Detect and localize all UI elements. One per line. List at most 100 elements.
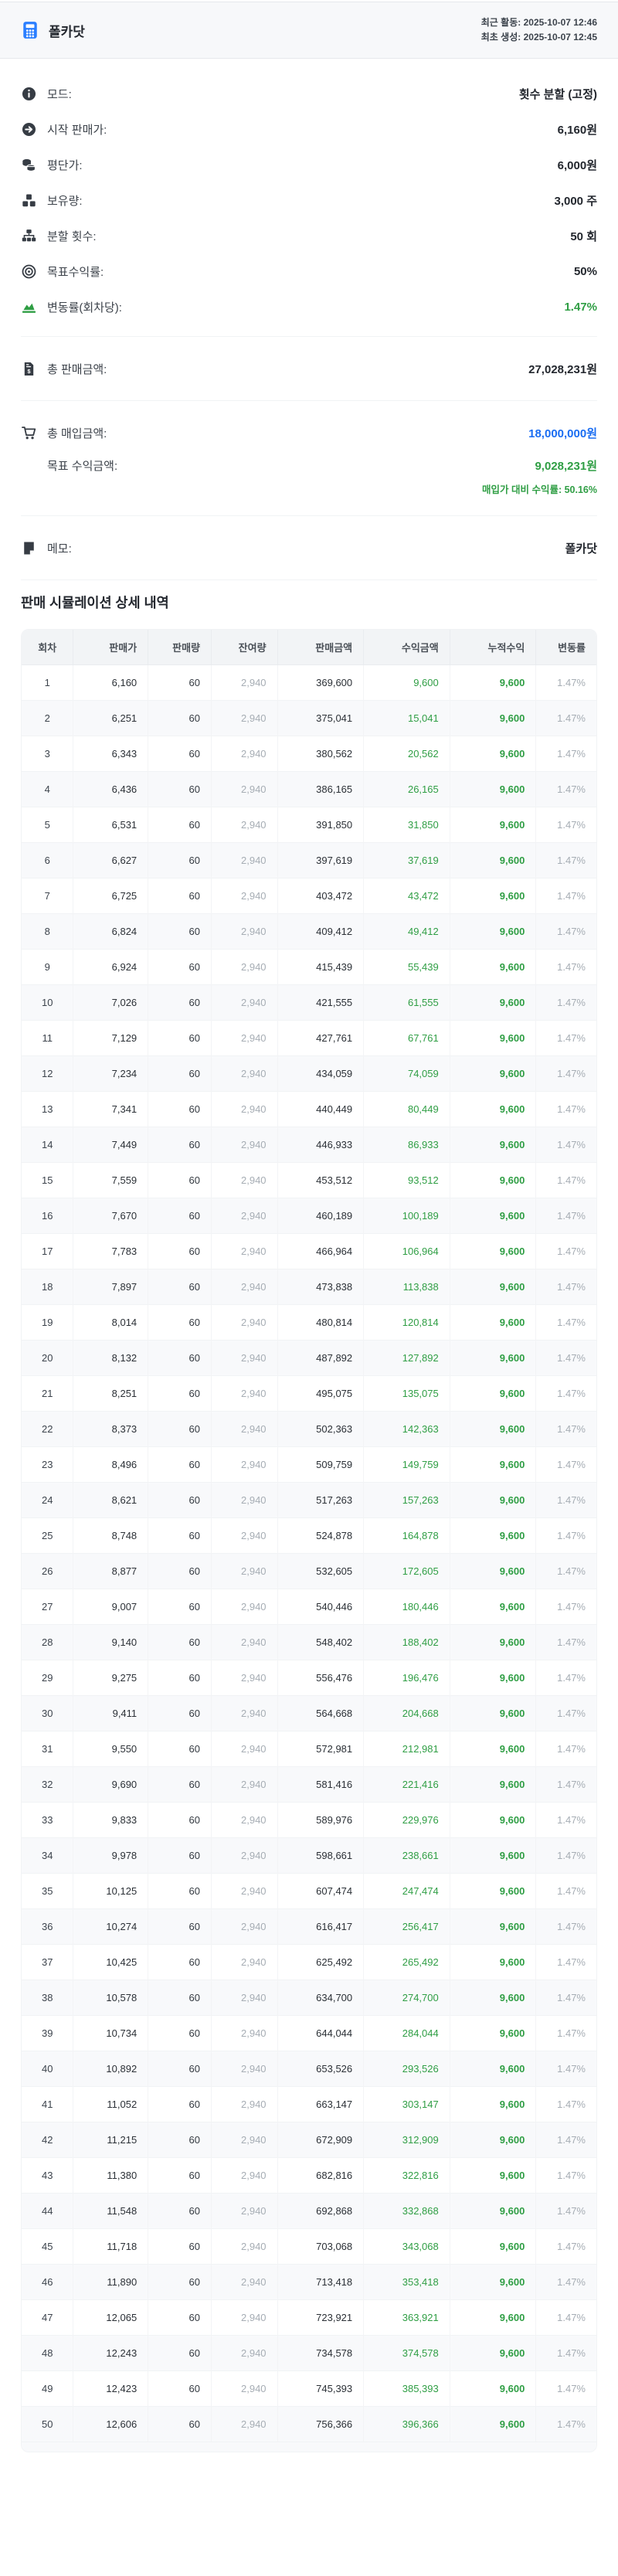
cell-sell-qty: 60 [148, 1161, 212, 1198]
column-header-profit-amount: 수익금액 [363, 630, 450, 665]
note-icon [21, 541, 36, 556]
cell-sales-amount: 581,416 [277, 1765, 364, 1802]
table-row: 30 9,411 60 2,940 564,668 204,668 9,600 1.47% [22, 1694, 596, 1731]
cell-change-rate: 1.47% [535, 1303, 596, 1340]
divider [21, 336, 597, 337]
cell-sell-price: 7,670 [73, 1197, 148, 1233]
cell-remaining-qty: 2,940 [211, 912, 278, 949]
cell-change-rate: 1.47% [535, 841, 596, 878]
memo-value: 폴카닷 [565, 542, 597, 556]
table-row: 15 7,559 60 2,940 453,512 93,512 9,600 1.47% [22, 1161, 596, 1198]
start-price-value: 6,160원 [557, 123, 597, 137]
cell-sell-qty: 60 [148, 664, 212, 700]
cell-profit-amount: 293,526 [363, 2050, 450, 2086]
cell-sales-amount: 509,759 [277, 1446, 364, 1482]
cell-profit-amount: 303,147 [363, 2085, 450, 2122]
cell-sell-price: 6,824 [73, 912, 148, 949]
table-row: 34 9,978 60 2,940 598,661 238,661 9,600 1.47% [22, 1837, 596, 1873]
cell-sales-amount: 556,476 [277, 1659, 364, 1695]
cell-sales-amount: 480,814 [277, 1303, 364, 1340]
target-profit-row: 목표 수익금액: 9,028,231원 매입가 대비 수익률: 50.16% [21, 453, 597, 504]
column-header-sell-price: 판매가 [73, 630, 148, 665]
cell-sales-amount: 375,041 [277, 699, 364, 736]
table-row: 10 7,026 60 2,940 421,555 61,555 9,600 1.47% [22, 984, 596, 1020]
divider [21, 579, 597, 580]
table-row: 40 10,892 60 2,940 653,526 293,526 9,600 1.47% [22, 2050, 596, 2086]
cell-change-rate: 1.47% [535, 2299, 596, 2335]
cell-change-rate: 1.47% [535, 1979, 596, 2015]
cell-profit-amount: 93,512 [363, 1161, 450, 1198]
cell-sell-price: 6,924 [73, 948, 148, 984]
cell-remaining-qty: 2,940 [211, 1161, 278, 1198]
cell-profit-amount: 396,366 [363, 2405, 450, 2442]
cell-sales-amount: 460,189 [277, 1197, 364, 1233]
cell-round: 42 [22, 2121, 73, 2157]
cell-cumulative-profit: 9,600 [449, 1339, 536, 1375]
table-row: 35 10,125 60 2,940 607,474 247,474 9,600 1.47% [22, 1872, 596, 1908]
cell-remaining-qty: 2,940 [211, 2334, 278, 2370]
table-row: 21 8,251 60 2,940 495,075 135,075 9,600 1.47% [22, 1375, 596, 1411]
cell-sell-price: 8,132 [73, 1339, 148, 1375]
cell-cumulative-profit: 9,600 [449, 1375, 536, 1411]
cell-sell-qty: 60 [148, 1303, 212, 1340]
table-row: 31 9,550 60 2,940 572,981 212,981 9,600 1.47% [22, 1730, 596, 1766]
cell-round: 48 [22, 2334, 73, 2370]
cell-sell-qty: 60 [148, 2299, 212, 2335]
cell-round: 23 [22, 1446, 73, 1482]
cell-sell-price: 6,343 [73, 735, 148, 771]
cell-remaining-qty: 2,940 [211, 984, 278, 1020]
cell-change-rate: 1.47% [535, 1446, 596, 1482]
cell-change-rate: 1.47% [535, 948, 596, 984]
avg-price-label: 평단가: [47, 158, 83, 172]
cell-sales-amount: 598,661 [277, 1837, 364, 1873]
cell-sell-qty: 60 [148, 1979, 212, 2015]
cell-cumulative-profit: 9,600 [449, 1055, 536, 1091]
cell-remaining-qty: 2,940 [211, 1055, 278, 1091]
cell-sell-qty: 60 [148, 770, 212, 807]
cell-sell-price: 10,578 [73, 1979, 148, 2015]
cell-sales-amount: 466,964 [277, 1232, 364, 1269]
cell-remaining-qty: 2,940 [211, 1232, 278, 1269]
cell-remaining-qty: 2,940 [211, 2263, 278, 2299]
cell-remaining-qty: 2,940 [211, 877, 278, 913]
cell-change-rate: 1.47% [535, 1232, 596, 1269]
cell-cumulative-profit: 9,600 [449, 1801, 536, 1837]
cell-round: 5 [22, 806, 73, 842]
cell-remaining-qty: 2,940 [211, 1446, 278, 1482]
cell-remaining-qty: 2,940 [211, 2121, 278, 2157]
cell-profit-amount: 180,446 [363, 1588, 450, 1624]
table-row: 50 12,606 60 2,940 756,366 396,366 9,600 1.47% [22, 2405, 596, 2442]
cell-change-rate: 1.47% [535, 1055, 596, 1091]
target-profit-label: 목표 수익금액: [47, 460, 118, 473]
cell-sell-qty: 60 [148, 699, 212, 736]
cell-change-rate: 1.47% [535, 877, 596, 913]
cell-profit-amount: 374,578 [363, 2334, 450, 2370]
cell-cumulative-profit: 9,600 [449, 1303, 536, 1340]
cell-sell-qty: 60 [148, 912, 212, 949]
cell-sales-amount: 397,619 [277, 841, 364, 878]
cell-sell-price: 11,718 [73, 2228, 148, 2264]
cell-sell-qty: 60 [148, 2370, 212, 2406]
cell-round: 16 [22, 1197, 73, 1233]
cell-change-rate: 1.47% [535, 2014, 596, 2051]
cell-cumulative-profit: 9,600 [449, 2156, 536, 2193]
table-section-title: 판매 시뮬레이션 상세 내역 [21, 595, 169, 610]
cell-round: 6 [22, 841, 73, 878]
cell-cumulative-profit: 9,600 [449, 1623, 536, 1660]
total-purchase-row: 총 매입금액: 18,000,000원 [21, 413, 597, 453]
cell-cumulative-profit: 9,600 [449, 2299, 536, 2335]
cell-sell-qty: 60 [148, 1659, 212, 1695]
cell-sales-amount: 473,838 [277, 1268, 364, 1304]
sitemap-icon [21, 229, 36, 243]
holdings-label: 보유량: [47, 194, 83, 208]
cell-cumulative-profit: 9,600 [449, 1694, 536, 1731]
cell-round: 29 [22, 1659, 73, 1695]
cell-sales-amount: 564,668 [277, 1694, 364, 1731]
cell-change-rate: 1.47% [535, 2228, 596, 2264]
cell-sales-amount: 421,555 [277, 984, 364, 1020]
info-row-start-price: 시작 판매가: 6,160원 [21, 111, 597, 147]
simulation-table: 회차 판매가 판매량 잔여량 판매금액 수익금액 누적수익 변동률 1 6,160 60 2,940… [21, 629, 597, 2452]
cell-round: 26 [22, 1552, 73, 1589]
cell-sell-price: 11,380 [73, 2156, 148, 2193]
cell-sell-qty: 60 [148, 735, 212, 771]
